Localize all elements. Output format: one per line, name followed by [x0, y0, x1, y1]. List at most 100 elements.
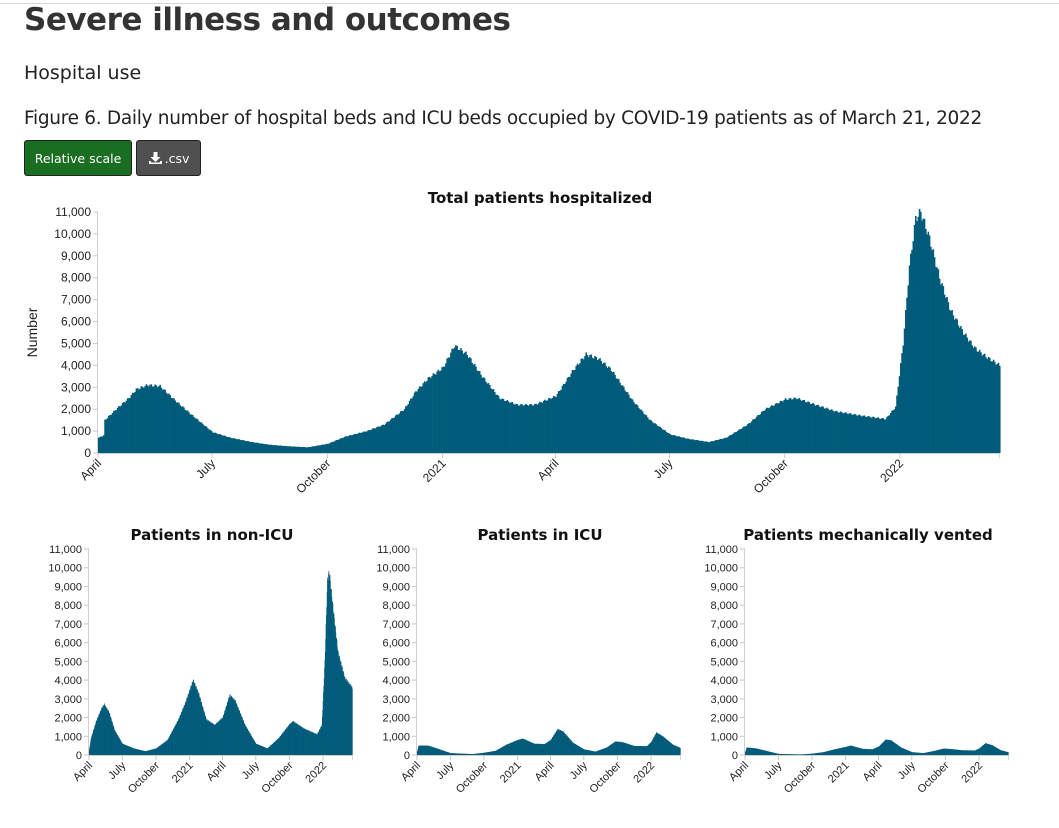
- bar: [129, 746, 131, 755]
- bar: [648, 744, 650, 755]
- bar: [112, 725, 114, 755]
- bar: [229, 694, 231, 755]
- bar: [239, 710, 241, 755]
- download-csv-button[interactable]: .csv: [136, 140, 201, 176]
- bar: [557, 729, 558, 755]
- bar: [108, 712, 110, 755]
- bar: [206, 719, 208, 755]
- bar: [581, 747, 582, 755]
- bar: [947, 748, 949, 755]
- bar: [896, 395, 898, 453]
- bar: [844, 746, 846, 755]
- bar: [640, 409, 643, 453]
- bar: [980, 747, 982, 755]
- bar: [422, 745, 424, 755]
- bar: [245, 726, 247, 755]
- bar: [537, 403, 540, 453]
- bar: [928, 235, 931, 453]
- bar: [473, 753, 475, 755]
- bar: [640, 746, 642, 755]
- bar: [426, 745, 428, 755]
- bar: [665, 738, 667, 755]
- bar: [488, 751, 490, 755]
- bar: [147, 750, 149, 755]
- bar: [925, 229, 927, 453]
- bar: [206, 719, 208, 755]
- bar: [756, 748, 758, 755]
- bar: [750, 747, 752, 755]
- bar: [817, 752, 819, 755]
- bar: [840, 747, 842, 755]
- bar: [111, 720, 112, 755]
- bar: [533, 743, 534, 755]
- bar: [530, 404, 532, 453]
- bar: [943, 294, 946, 453]
- bar: [428, 745, 430, 755]
- bar: [869, 417, 872, 453]
- bar: [669, 741, 671, 755]
- bar: [941, 749, 942, 755]
- bar: [110, 414, 113, 453]
- bar: [937, 750, 939, 755]
- y-tick-label: 11,000: [55, 205, 91, 219]
- bar: [656, 733, 658, 755]
- bar: [714, 440, 717, 453]
- bar: [986, 743, 988, 755]
- bar: [352, 688, 353, 755]
- bar: [921, 220, 923, 453]
- bar: [600, 360, 603, 453]
- bar: [175, 723, 177, 755]
- bar: [426, 380, 428, 453]
- bar: [735, 431, 738, 453]
- bar: [505, 745, 506, 755]
- bar: [501, 747, 502, 755]
- bar: [136, 749, 137, 755]
- bar: [238, 710, 240, 755]
- bar: [872, 416, 874, 453]
- bar: [615, 378, 618, 453]
- bar: [535, 743, 537, 755]
- bar: [678, 747, 679, 755]
- bar: [821, 406, 823, 453]
- bar: [586, 355, 589, 453]
- bar: [923, 753, 925, 755]
- bar: [325, 639, 326, 755]
- relative-scale-button[interactable]: Relative scale: [24, 140, 132, 176]
- bar: [916, 752, 917, 755]
- bar: [787, 754, 789, 755]
- bar: [888, 740, 890, 755]
- bar: [679, 747, 681, 755]
- bar: [254, 742, 256, 755]
- bar: [168, 737, 170, 755]
- x-tick-label: July: [106, 759, 129, 782]
- bar: [208, 720, 209, 755]
- bar: [168, 393, 170, 453]
- bar: [582, 359, 585, 453]
- bar: [756, 748, 758, 755]
- bar: [115, 732, 117, 755]
- bar: [520, 403, 522, 453]
- bar: [985, 742, 986, 755]
- bar: [154, 748, 155, 755]
- bar: [815, 753, 817, 755]
- y-tick-label: 1,000: [710, 731, 738, 743]
- bar: [266, 747, 267, 755]
- bar: [341, 665, 342, 755]
- bar: [549, 740, 551, 755]
- bar: [336, 440, 338, 453]
- bar: [342, 672, 344, 755]
- y-tick-label: 4,000: [710, 675, 738, 687]
- bar: [986, 743, 987, 755]
- bar: [621, 742, 623, 755]
- bar: [538, 744, 539, 755]
- bar: [410, 398, 412, 453]
- bar: [204, 715, 206, 755]
- bar: [974, 750, 976, 755]
- bar: [192, 681, 193, 755]
- bar: [149, 384, 151, 453]
- bar: [236, 703, 237, 755]
- bar: [447, 752, 449, 755]
- bar: [978, 748, 980, 755]
- bar: [326, 443, 328, 453]
- bar: [227, 702, 229, 755]
